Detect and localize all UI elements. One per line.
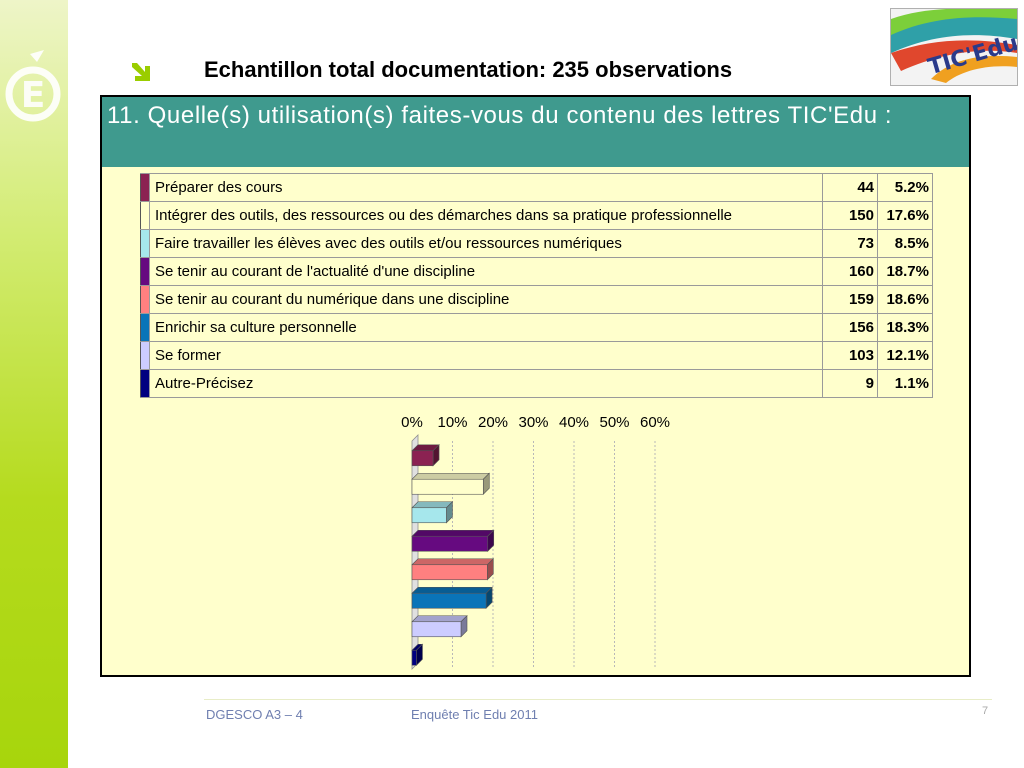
e-logo-icon: E	[5, 50, 61, 122]
row-count: 150	[822, 201, 878, 230]
x-tick-label: 60%	[640, 414, 670, 431]
row-color-swatch	[140, 201, 150, 230]
arrow-bullet-icon	[132, 63, 150, 81]
row-label: Faire travailler les élèves avec des out…	[149, 229, 823, 258]
row-count: 156	[822, 313, 878, 342]
row-count: 9	[822, 369, 878, 398]
table-row: Intégrer des outils, des ressources ou d…	[140, 201, 933, 230]
row-percent: 12.1%	[877, 341, 933, 370]
table-row: Enrichir sa culture personnelle 156 18.3%	[140, 313, 933, 342]
row-label: Se tenir au courant de l'actualité d'une…	[149, 257, 823, 286]
bar	[411, 564, 488, 581]
page-number: 7	[982, 705, 989, 717]
row-label: Se tenir au courant du numérique dans un…	[149, 285, 823, 314]
row-percent: 8.5%	[877, 229, 933, 258]
slide-title: Echantillon total documentation: 235 obs…	[204, 57, 733, 82]
row-percent: 1.1%	[877, 369, 933, 398]
row-label: Intégrer des outils, des ressources ou d…	[149, 201, 823, 230]
bar	[411, 478, 484, 495]
x-tick-label: 50%	[599, 414, 629, 431]
row-color-swatch	[140, 229, 150, 258]
row-percent: 17.6%	[877, 201, 933, 230]
row-count: 73	[822, 229, 878, 258]
results-table: Préparer des cours 44 5.2% Intégrer des out…	[140, 173, 933, 398]
table-row: Se former 103 12.1%	[140, 341, 933, 370]
x-tick-label: 30%	[518, 414, 548, 431]
bar-top-face	[411, 501, 454, 509]
row-label: Préparer des cours	[149, 173, 823, 202]
bar-top-face	[411, 558, 495, 566]
table-row: Faire travailler les élèves avec des out…	[140, 229, 933, 258]
row-color-swatch	[140, 173, 150, 202]
x-tick-label: 0%	[401, 414, 423, 431]
footer-divider	[204, 699, 992, 700]
row-percent: 18.6%	[877, 285, 933, 314]
bar	[411, 507, 447, 524]
row-count: 160	[822, 257, 878, 286]
bar-top-face	[411, 472, 491, 480]
row-count: 159	[822, 285, 878, 314]
row-label: Enrichir sa culture personnelle	[149, 313, 823, 342]
bar-top-face	[411, 615, 468, 623]
bar	[411, 450, 434, 467]
x-tick-label: 10%	[437, 414, 467, 431]
row-count: 44	[822, 173, 878, 202]
svg-text:E: E	[21, 75, 46, 116]
question-header: 11. Quelle(s) utilisation(s) faites-vous…	[102, 97, 969, 167]
row-color-swatch	[140, 369, 150, 398]
row-color-swatch	[140, 285, 150, 314]
row-label: Autre-Précisez	[149, 369, 823, 398]
row-percent: 5.2%	[877, 173, 933, 202]
table-row: Se tenir au courant du numérique dans un…	[140, 285, 933, 314]
row-label: Se former	[149, 341, 823, 370]
bar	[411, 592, 487, 609]
bar-top-face	[411, 529, 495, 537]
bar	[411, 621, 462, 638]
row-percent: 18.3%	[877, 313, 933, 342]
x-tick-label: 20%	[478, 414, 508, 431]
table-row: Se tenir au courant de l'actualité d'une…	[140, 257, 933, 286]
bar	[411, 535, 489, 552]
tic-edu-logo: TIC'Edu	[890, 8, 1018, 86]
footer-center-text: Enquête Tic Edu 2011	[411, 707, 538, 722]
table-row: Autre-Précisez 9 1.1%	[140, 369, 933, 398]
row-count: 103	[822, 341, 878, 370]
bar-top-face	[411, 586, 493, 594]
table-row: Préparer des cours 44 5.2%	[140, 173, 933, 202]
row-percent: 18.7%	[877, 257, 933, 286]
tic-edu-logo-icon	[891, 9, 1017, 83]
left-green-band: E	[0, 0, 68, 768]
footer-left-text: DGESCO A3 – 4	[206, 707, 303, 722]
row-color-swatch	[140, 257, 150, 286]
bar-chart: 0% 10% 20% 30% 40% 50% 60%	[401, 414, 670, 670]
row-color-swatch	[140, 341, 150, 370]
row-color-swatch	[140, 313, 150, 342]
x-tick-label: 40%	[559, 414, 589, 431]
bar	[411, 649, 417, 666]
question-panel: 11. Quelle(s) utilisation(s) faites-vous…	[100, 95, 971, 677]
